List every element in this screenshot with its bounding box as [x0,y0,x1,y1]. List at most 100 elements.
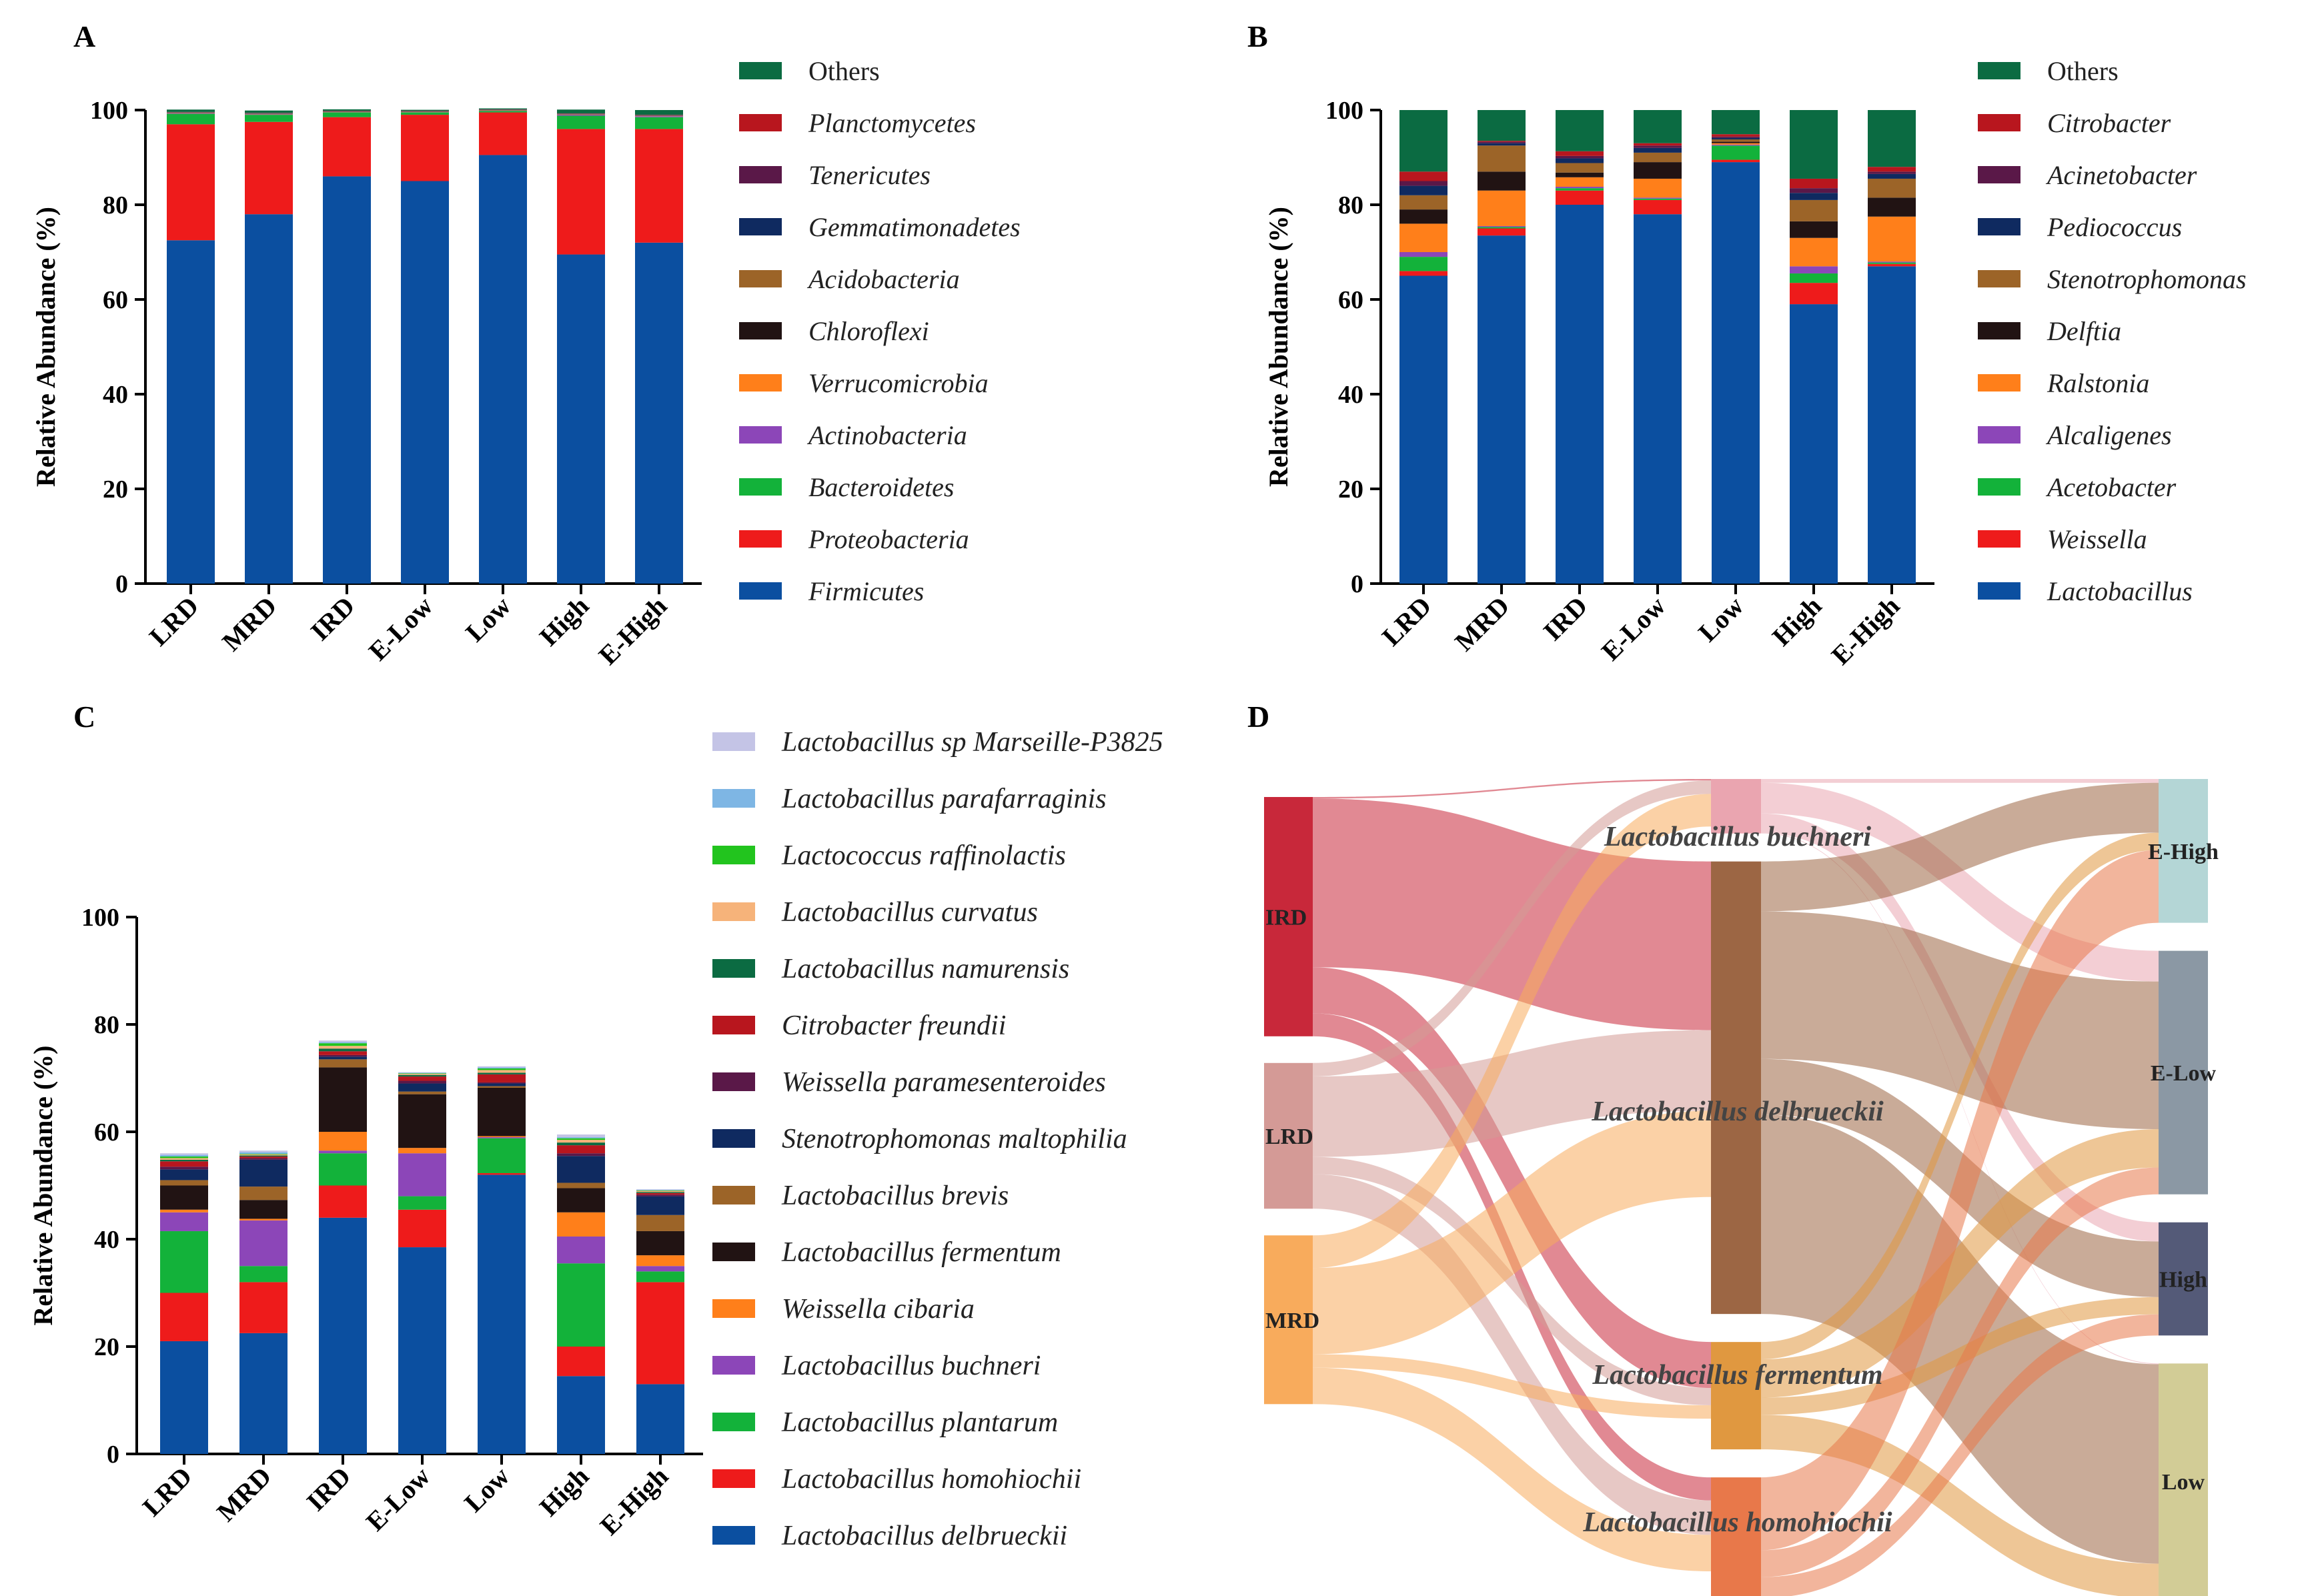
bar-segment-lactobacillus-delbrueckii [557,1376,605,1454]
sankey-link-lrd-to-lactobacillus-buchneri [1313,780,1711,1076]
y-tick-label: 40 [103,381,128,409]
legend-swatch-lactobacillus-namurensis [712,959,755,978]
bar-segment-lactobacillus-delbrueckii [478,1174,526,1454]
bar-segment-lactobacillus-homohiochii [160,1293,208,1341]
bar-segment-lactobacillus-parafarraginis [319,1042,367,1044]
legend-label-ralstonia: Ralstonia [2047,368,2149,398]
bar-segment-lactococcus-raffinolactis [160,1156,208,1158]
bar-segment-lactobacillus [1790,304,1838,584]
x-category-label: IRD [1538,591,1594,647]
sankey-node-lactobacillus-buchneri [1711,779,1761,834]
bar-segment-lactobacillus-namurensis [557,1142,605,1146]
legend-swatch-lactococcus-raffinolactis [712,846,755,864]
sankey-link-lactobacillus-homohiochii-to-high [1761,1314,2159,1596]
bar-segment-lactobacillus-plantarum [319,1153,367,1186]
bar-segment-lactobacillus-curvatus [319,1046,367,1049]
bar-segment-actinobacteria [245,114,293,115]
bar-segment-delftia [1478,171,1526,191]
y-axis-label: Relative Abundance (%) [31,207,61,487]
legend-label-acetobacter: Acetobacter [2045,472,2177,502]
bar-segment-lactobacillus-delbrueckii [319,1217,367,1454]
sankey-nodes: IRD LRD MRD E-High E-Low High Low Lactobacillus… [1264,779,2219,1596]
legend-swatch-lactobacillus-sp-marseille-p3825 [712,732,755,751]
panel-letter: D [1247,700,1269,734]
bar-segment-others [1634,110,1682,143]
bar-segment-alcaligenes [1634,197,1682,199]
bar-segment-delftia [1556,172,1604,177]
bar-segment-stenotrophomonas-maltophilia [319,1056,367,1060]
panel-letter: C [73,700,95,734]
bar-segment-actinobacteria [635,116,683,117]
bar-segment-lactobacillus-curvatus [398,1074,446,1075]
legend-label-actinobacteria: Actinobacteria [806,420,967,450]
bar-segment-lactobacillus-homohiochii [239,1282,287,1333]
sankey-link-lactobacillus-buchneri-to-e-low [1761,782,2159,982]
bar-segment-stenotrophomonas [1399,195,1448,210]
bar-segment-lactobacillus-homohiochii [557,1347,605,1377]
bar-segment-stenotrophomonas [1712,139,1760,142]
bar-segment-lactobacillus-curvatus [636,1190,684,1192]
bar-segment-acinetobacter [1634,145,1682,148]
bar-segment-proteobacteria [479,112,527,155]
legend-swatch-pediococcus [1978,218,2020,235]
bar-segment-lactococcus-raffinolactis [557,1138,605,1140]
bar-segment-lactobacillus-brevis [636,1215,684,1231]
x-category-label: Low [458,1461,515,1517]
legend-label-acidobacteria: Acidobacteria [806,264,960,294]
bar-segment-proteobacteria [635,129,683,243]
y-tick-label: 0 [115,570,128,598]
bar-segment-acetobacter [1634,198,1682,200]
bar-segment-lactobacillus-homohiochii [398,1209,446,1248]
bar-segment-lactococcus-raffinolactis [319,1043,367,1046]
x-category-label: Low [1692,590,1749,647]
bar-segment-lactobacillus-fermentum [636,1231,684,1256]
x-category-label: E-High [594,1461,674,1541]
bar-segment-delftia [1790,221,1838,238]
bar-segment-lactobacillus [1712,162,1760,584]
bar-segment-citrobacter [1868,167,1916,172]
legend-swatch-proteobacteria [739,530,782,548]
bar-segment-lactobacillus-curvatus [557,1140,605,1143]
y-tick-label: 0 [107,1441,119,1469]
legend-label-gemmatimonadetes: Gemmatimonadetes [808,212,1021,242]
bar-segment-lactobacillus-parafarraginis [557,1137,605,1138]
bar-segment-lactobacillus-brevis [160,1180,208,1186]
bar-segment-delftia [1634,162,1682,179]
bar-segment-acetobacter [1790,273,1838,283]
bar-segment-ralstonia [1399,223,1448,252]
bar-segment-weissella-cibaria [398,1148,446,1154]
bar-segment-stenotrophomonas-maltophilia [557,1156,605,1183]
bar-segment-others [1868,110,1916,167]
sankey-node-e-high [2159,779,2208,923]
legend-swatch-chloroflexi [739,322,782,339]
bar-segment-weissella-paramesenteroides [160,1166,208,1170]
bar-segment-lactobacillus-fermentum [319,1067,367,1132]
sankey-node-label: LRD [1265,1124,1313,1149]
legend-label-lactobacillus-namurensis: Lactobacillus namurensis [781,954,1069,984]
bar-segment-firmicutes [479,155,527,584]
x-category-label: MRD [216,591,282,657]
sankey-link-lactobacillus-delbrueckii-to-e-high [1761,782,2159,912]
y-tick-label: 100 [81,904,119,932]
bar-segment-citrobacter-freundii [557,1145,605,1154]
y-tick-label: 0 [1351,570,1363,598]
legend-label-weissella-paramesenteroides: Weissella paramesenteroides [782,1067,1106,1098]
x-category-label: High [534,1461,595,1523]
bar-segment-lactobacillus-brevis [398,1091,446,1094]
bar-segment-others [401,109,449,111]
bar-segment-lactobacillus-curvatus [478,1070,526,1073]
bar-segment-proteobacteria [557,129,605,255]
sankey-node-lrd [1264,1062,1313,1209]
legend-label-bacteroidetes: Bacteroidetes [808,472,954,502]
x-category-label: IRD [301,1461,357,1517]
bar-segment-alcaligenes [1399,252,1448,257]
bar-segment-ralstonia [1712,143,1760,145]
sankey-link-mrd-to-lactobacillus-homohiochii [1313,1367,1711,1572]
legend-label-citrobacter-freundii: Citrobacter freundii [782,1010,1006,1041]
legend-label-others: Others [808,56,880,86]
bar-segment-delftia [1868,197,1916,217]
y-tick-label: 80 [1338,191,1363,219]
panel-a: A 0 20 40 60 80 100 Relative Abundance (%) LRD MR… [31,19,1021,670]
bar-segment-lactobacillus-buchneri [478,1137,526,1138]
bar-segment-others [167,109,215,112]
